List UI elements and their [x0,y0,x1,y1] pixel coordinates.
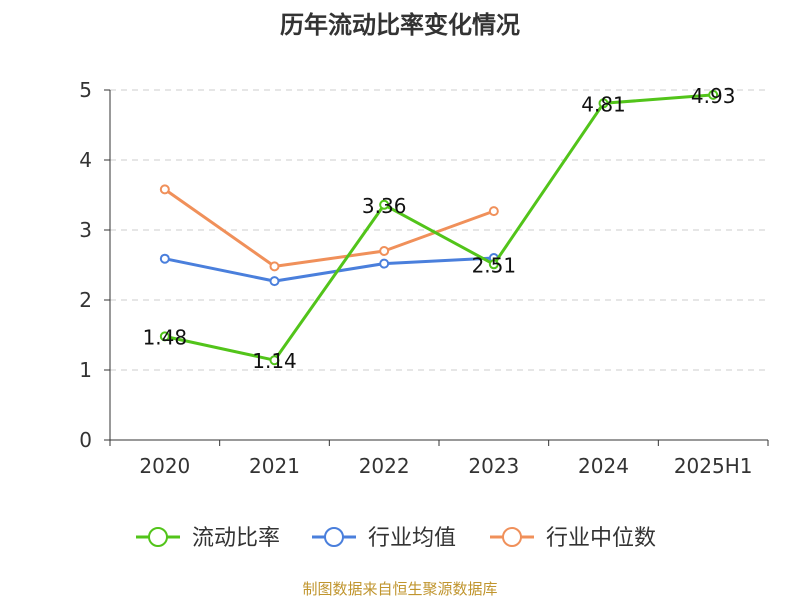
x-tick-label: 2025H1 [674,454,753,478]
y-tick-label: 2 [79,288,92,312]
x-tick-label: 2023 [468,454,519,478]
legend-label: 行业均值 [368,526,456,551]
y-tick-label: 0 [79,428,92,452]
data-label: 4.93 [691,84,736,108]
data-point [159,184,170,195]
series-line [164,256,494,283]
data-label: 2.51 [472,253,517,277]
x-tick-label: 2022 [359,454,410,478]
series-line [164,93,714,362]
legend-marker [502,527,522,547]
legend-label: 流动比率 [192,526,280,551]
legend-marker [148,527,168,547]
data-point [598,98,609,109]
data-point [159,331,170,342]
data-point [269,261,280,272]
series-line [163,188,495,268]
legend-label: 行业中位数 [546,526,656,551]
y-tick-label: 3 [79,218,92,242]
data-label: 1.48 [143,325,188,349]
legend: 流动比率 行业均值 行业中位数 [136,526,656,551]
source-note: 制图数据来自恒生聚源数据库 [302,580,497,598]
data-point [488,206,499,217]
legend-item[interactable]: 流动比率 [136,526,280,551]
data-point [269,355,280,366]
data-label-layer: 1.48 1.14 3.36 2.51 4.81 4.93 [143,84,736,373]
data-label: 4.81 [581,92,626,116]
x-tick-label: 2024 [578,454,629,478]
data-point [488,259,499,270]
data-point [159,253,170,264]
y-tick-label: 4 [79,148,92,172]
data-label: 3.36 [362,194,407,218]
data-point [708,89,719,100]
axis-layer: 0 1 2 3 4 5 2020 2021 2022 2023 2024 2025H1 [79,78,769,478]
y-tick-label: 5 [79,78,92,102]
data-point [269,276,280,287]
data-point [379,246,390,256]
data-point [379,199,390,210]
series-0 [159,89,719,366]
data-label: 1.14 [252,349,297,373]
chart-title: 历年流动比率变化情况 [280,11,520,39]
legend-item[interactable]: 行业中位数 [490,526,656,551]
legend-marker [324,527,344,547]
series-layer [159,89,719,366]
legend-item[interactable]: 行业均值 [312,526,456,551]
series-2 [159,184,499,272]
x-tick-label: 2021 [249,454,300,478]
y-tick-label: 1 [79,358,92,382]
data-point [379,258,390,269]
x-tick-label: 2020 [139,454,190,478]
